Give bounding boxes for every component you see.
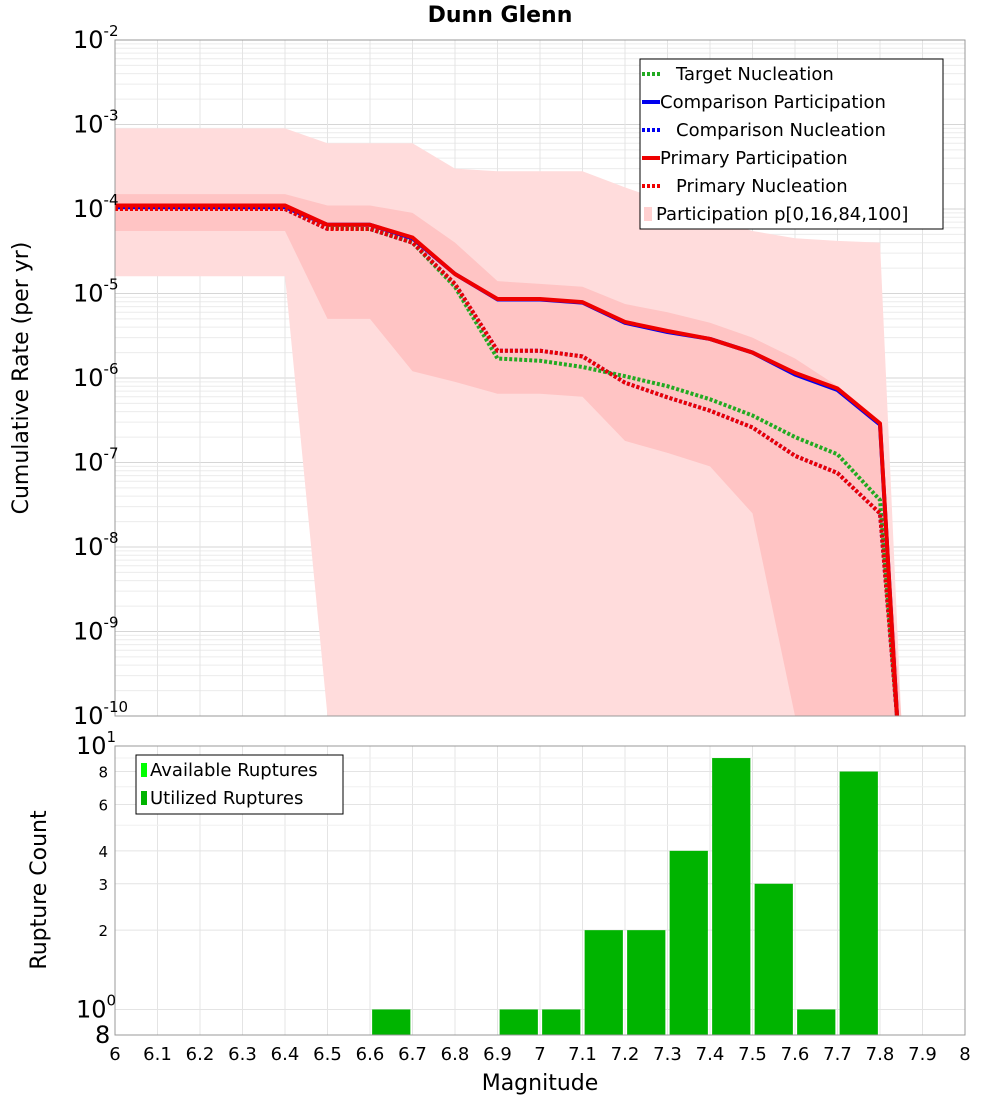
bar xyxy=(797,1009,836,1035)
y-tick-label: 10-4 xyxy=(73,191,119,223)
legend-label: Comparison Participation xyxy=(660,92,886,113)
x-tick-label: 6.8 xyxy=(441,1044,470,1065)
x-tick-label: 7.4 xyxy=(696,1044,725,1065)
bottom-legend-box xyxy=(135,754,344,815)
top-legend: Target Nucleation Comparison Participatio… xyxy=(639,58,944,230)
y-tick-label: 10-10 xyxy=(73,698,128,730)
bottom-y-axis-title: Rupture Count xyxy=(27,810,52,970)
x-tick-label: 6.2 xyxy=(186,1044,215,1065)
top-plot: 10-2 10-3 10-4 10-5 10-6 10-7 10-8 10-9 10-10 Cu… xyxy=(9,22,966,730)
x-tick-label: 6.1 xyxy=(143,1044,172,1065)
x-tick-label: 7.3 xyxy=(653,1044,682,1065)
bottom-bars xyxy=(372,758,878,1035)
x-tick-label: 7 xyxy=(534,1044,545,1065)
bar xyxy=(584,930,623,1035)
legend-swatch xyxy=(141,763,147,777)
y-tick-label: 10-6 xyxy=(73,360,119,392)
x-axis-title: Magnitude xyxy=(482,1071,599,1096)
y-tick-label: 2 xyxy=(98,922,108,940)
x-tick-label: 6.9 xyxy=(483,1044,512,1065)
legend-label: Primary Nucleation xyxy=(676,176,848,197)
x-tick-label: 6.5 xyxy=(313,1044,342,1065)
bar xyxy=(839,771,878,1035)
bottom-plot-frame xyxy=(114,745,966,1036)
x-tick-label: 6 xyxy=(109,1044,120,1065)
y-tick-label: 10-9 xyxy=(73,614,119,646)
top-plot-frame xyxy=(114,39,966,717)
legend-label: Primary Participation xyxy=(660,148,848,169)
y-tick-label: 101 xyxy=(76,728,116,760)
y-tick-label: 10-7 xyxy=(73,445,119,477)
x-tick-label: 6.3 xyxy=(228,1044,257,1065)
top-bands xyxy=(115,128,902,716)
bar xyxy=(627,930,666,1035)
top-series xyxy=(115,203,899,717)
x-tick-label: 7.7 xyxy=(823,1044,852,1065)
x-tick-label: 7.5 xyxy=(738,1044,767,1065)
bottom-legend: Available Ruptures Utilized Ruptures xyxy=(135,754,344,815)
legend-swatch xyxy=(644,207,652,221)
chart-title: Dunn Glenn xyxy=(428,3,573,28)
bar xyxy=(542,1009,581,1035)
x-tick-label: 7.6 xyxy=(781,1044,810,1065)
x-tick-label: 8 xyxy=(959,1044,970,1065)
legend-label: Target Nucleation xyxy=(675,64,834,85)
y-tick-label: 10-5 xyxy=(73,276,119,308)
legend-label: Comparison Nucleation xyxy=(676,120,886,141)
x-tick-label: 7.9 xyxy=(908,1044,937,1065)
x-tick-label: 6.7 xyxy=(398,1044,427,1065)
legend-label: Utilized Ruptures xyxy=(150,788,303,809)
x-tick-label: 6.6 xyxy=(356,1044,385,1065)
bar xyxy=(669,850,708,1035)
y-tick-label: 4 xyxy=(98,843,108,861)
bar xyxy=(712,758,751,1035)
bottom-x-ticks: 6 6.1 6.2 6.3 6.4 6.5 6.6 6.7 6.8 6.9 7 7.1 7.2 7.3 7.… xyxy=(109,1044,970,1065)
y-tick-label: 6 xyxy=(98,796,108,814)
bar xyxy=(372,1009,411,1035)
y-tick-label: 100 xyxy=(76,991,116,1023)
legend-swatch xyxy=(141,791,147,805)
x-tick-label: 7.8 xyxy=(866,1044,895,1065)
top-y-axis-title: Cumulative Rate (per yr) xyxy=(9,242,34,515)
y-tick-label: 10-2 xyxy=(73,22,119,54)
x-tick-label: 6.4 xyxy=(271,1044,300,1065)
bar xyxy=(499,1009,538,1035)
series-primary-nucleation xyxy=(115,207,899,717)
legend-label: Available Ruptures xyxy=(150,760,318,781)
legend-label: Participation p[0,16,84,100] xyxy=(656,204,908,225)
top-legend-box xyxy=(639,58,944,230)
y-tick-label: 8 xyxy=(98,764,108,782)
x-tick-label: 7.2 xyxy=(611,1044,640,1065)
top-y-ticks: 10-2 10-3 10-4 10-5 10-6 10-7 10-8 10-9 10-10 xyxy=(73,22,128,730)
band-1 xyxy=(115,194,902,716)
x-tick-label: 7.1 xyxy=(568,1044,597,1065)
bar xyxy=(754,883,793,1035)
series-primary-participation xyxy=(115,203,899,717)
y-tick-label: 8 xyxy=(95,1021,110,1049)
y-tick-label: 3 xyxy=(98,876,108,894)
y-tick-label: 10-3 xyxy=(73,107,119,139)
y-tick-label: 10-8 xyxy=(73,529,119,561)
